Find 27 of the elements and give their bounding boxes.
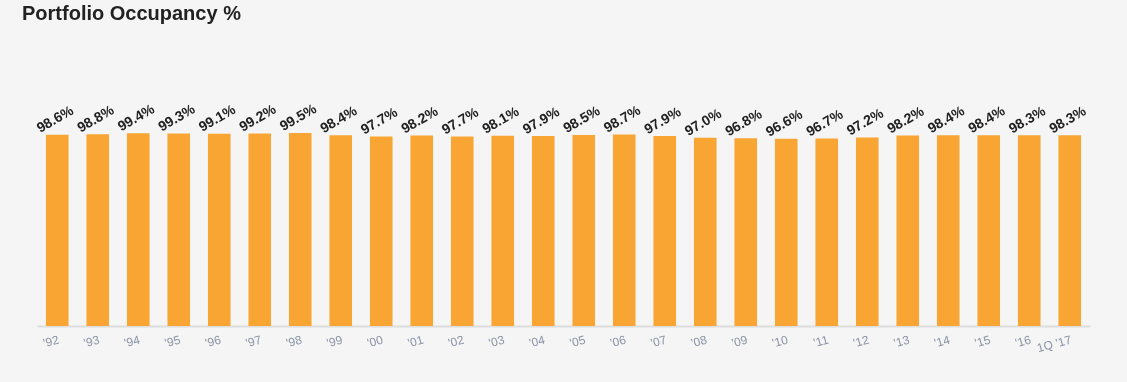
x-tick-label: '92 <box>41 332 61 351</box>
chart-title: Portfolio Occupancy % <box>22 1 242 24</box>
x-tick-label: '14 <box>932 332 952 351</box>
x-tick-label: '16 <box>1013 332 1033 351</box>
x-tick-label: '13 <box>892 332 912 351</box>
x-tick-label: '10 <box>770 332 790 351</box>
x-tick-label: '11 <box>811 332 831 350</box>
x-tick-label: '99 <box>325 332 345 351</box>
x-tick-label: '98 <box>284 332 304 351</box>
x-tick-label: '93 <box>82 332 102 351</box>
x-tick-label: 1Q '17 <box>1035 332 1074 356</box>
x-tick-label: '94 <box>122 332 142 351</box>
x-tick-label: '00 <box>365 332 385 351</box>
x-tick-label: '15 <box>973 332 993 351</box>
x-tick-label: '08 <box>689 332 709 351</box>
x-tick-label: '96 <box>203 332 223 351</box>
x-tick-label: '05 <box>568 332 588 351</box>
x-tick-label: '12 <box>851 332 871 351</box>
x-tick-label: '06 <box>608 332 628 351</box>
x-tick-label: '95 <box>163 332 183 351</box>
x-tick-label: '04 <box>527 332 547 351</box>
x-tick-label: '03 <box>487 332 507 351</box>
x-tick-label: '02 <box>446 332 466 351</box>
x-tick-label: '97 <box>244 332 264 351</box>
x-tick-label: '01 <box>406 332 426 351</box>
x-tick-label: '07 <box>649 332 669 351</box>
x-tick-label: '09 <box>730 332 750 351</box>
